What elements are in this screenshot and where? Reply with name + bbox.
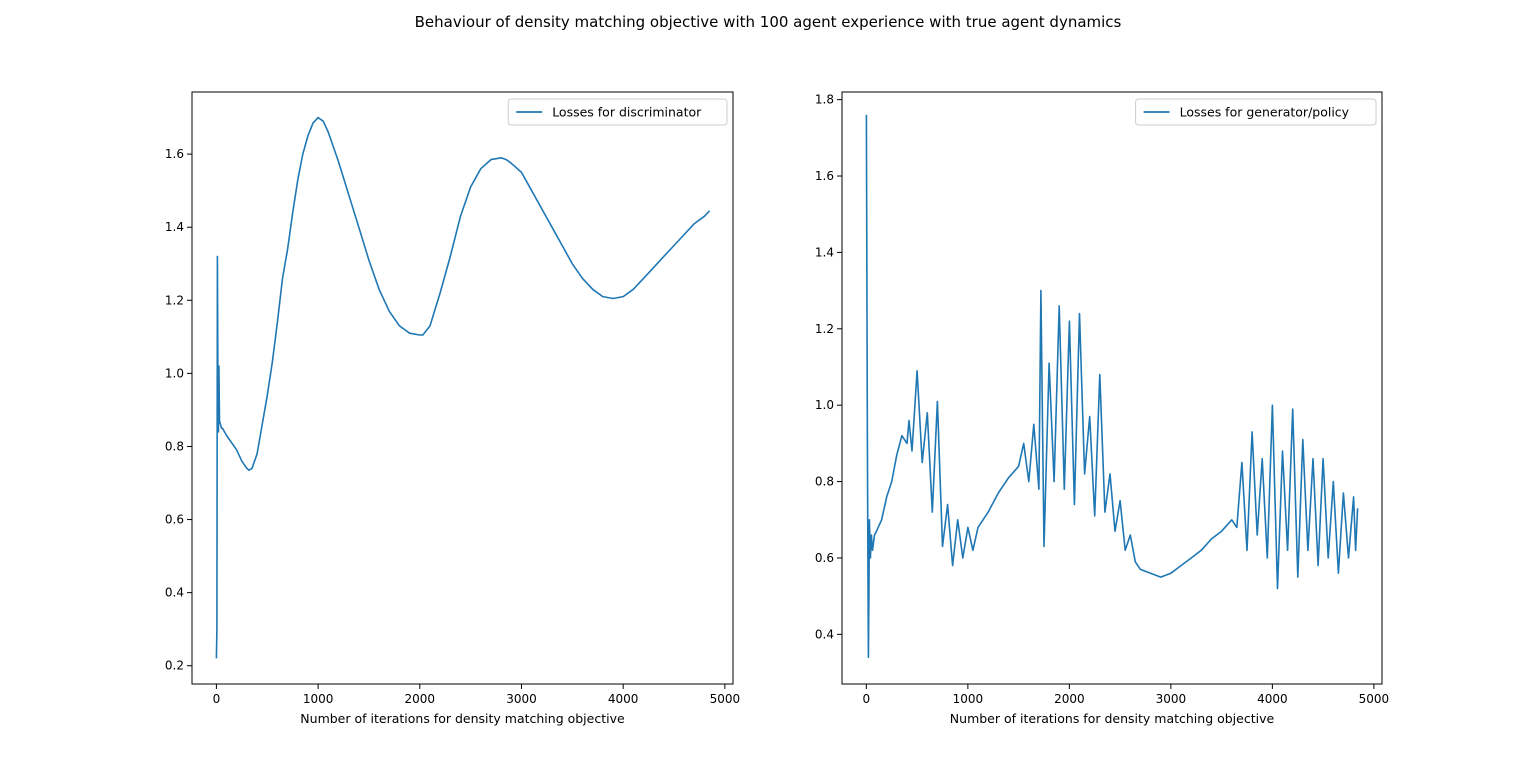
x-tick-label: 4000 [1257, 692, 1288, 706]
y-tick-label: 1.4 [815, 245, 834, 259]
x-tick-label: 1000 [953, 692, 984, 706]
y-tick-label: 1.2 [165, 293, 184, 307]
y-tick-label: 0.4 [815, 627, 834, 641]
y-tick-label: 0.4 [165, 586, 184, 600]
legend-box [507, 98, 728, 126]
x-axis-label: Number of iterations for density matchin… [950, 711, 1275, 726]
series-line-1 [865, 114, 1359, 659]
y-tick-label: 1.6 [815, 169, 834, 183]
chart-1: 0 1000 2000 3000 4000 5000 0.2 0.4 0.6 0.8 1.0 1.2 1… [165, 91, 741, 726]
x-tick-label: 0 [213, 692, 221, 706]
chart-2: 0 1000 2000 3000 4000 5000 0.4 0.6 0.8 1.0 1.2 1.4 1… [815, 91, 1390, 726]
axes-frame [841, 91, 1383, 685]
x-tick-label: 3000 [506, 692, 537, 706]
y-tick-label: 1.8 [815, 93, 834, 107]
x-axis-label: Number of iterations for density matchin… [300, 711, 625, 726]
x-tick-label: 5000 [710, 692, 741, 706]
x-tick-label: 1000 [303, 692, 334, 706]
legend-label: Losses for generator/policy [1180, 105, 1350, 120]
series-line-1 [215, 116, 711, 659]
x-tick-label: 0 [863, 692, 871, 706]
y-tick-label: 0.6 [815, 551, 834, 565]
x-tick-label: 4000 [608, 692, 639, 706]
y-tick-label: 1.6 [165, 147, 184, 161]
y-tick-label: 0.8 [165, 439, 184, 453]
figure-title: Behaviour of density matching objective … [415, 13, 1122, 31]
axes-frame [191, 91, 734, 685]
y-tick-label: 0.2 [165, 659, 184, 673]
y-tick-label: 1.0 [165, 366, 184, 380]
x-tick-label: 2000 [405, 692, 436, 706]
y-tick-label: 1.2 [815, 322, 834, 336]
plots-container: 0 1000 2000 3000 4000 5000 0.2 0.4 0.6 0.8 1.0 1.2 1… [165, 91, 1390, 726]
y-tick-label: 1.0 [815, 398, 834, 412]
y-tick-label: 1.4 [165, 220, 184, 234]
x-tick-label: 5000 [1359, 692, 1390, 706]
x-tick-label: 3000 [1156, 692, 1187, 706]
y-tick-label: 0.6 [165, 513, 184, 527]
legend-box [1135, 98, 1377, 126]
y-tick-label: 0.8 [815, 475, 834, 489]
x-tick-label: 2000 [1054, 692, 1085, 706]
legend-label: Losses for discriminator [552, 105, 702, 120]
